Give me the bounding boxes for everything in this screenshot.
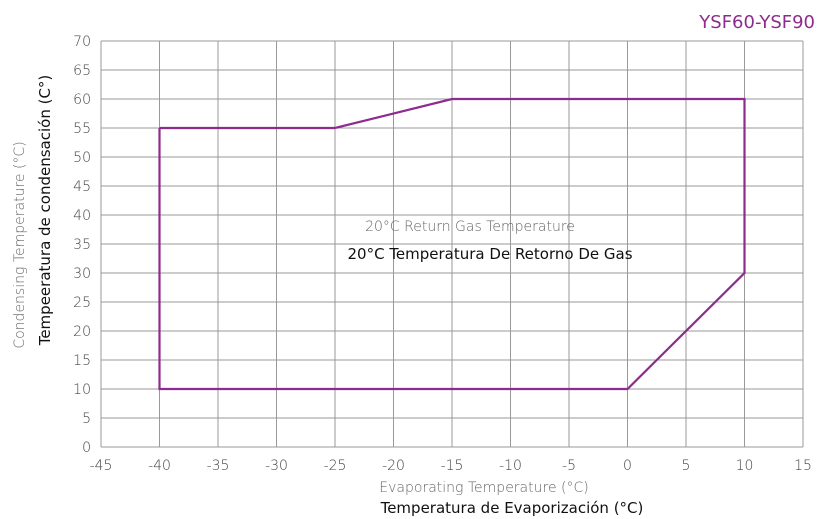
y-tick-label: 0 xyxy=(82,440,91,456)
envelope-line xyxy=(158,97,746,391)
x-tick-label: -20 xyxy=(382,458,405,474)
x-tick-label: 5 xyxy=(682,458,691,474)
y-tick-labels: 0 5 10 15 20 25 30 35 40 45 50 55 60 65 70 xyxy=(73,34,91,456)
y-tick-label: 55 xyxy=(73,121,91,137)
x-tick-label: -45 xyxy=(90,458,113,474)
annotation-en: 20°C Return Gas Temperature xyxy=(365,219,575,235)
grid xyxy=(100,40,804,448)
x-tick-label: -5 xyxy=(562,458,576,474)
y-tick-label: 60 xyxy=(73,92,91,108)
y-tick-label: 30 xyxy=(73,266,91,282)
y-axis-label-en: Condensing Temperature (°C) xyxy=(12,141,28,348)
x-tick-label: -35 xyxy=(207,458,230,474)
y-tick-label: 65 xyxy=(73,63,91,79)
y-axis-label-es: Tempeeratura de condensación (C°) xyxy=(36,75,54,347)
x-tick-label: 10 xyxy=(736,458,754,474)
x-tick-label: -40 xyxy=(148,458,171,474)
x-axis-label-es: Temperatura de Evaporización (°C) xyxy=(380,499,644,517)
x-tick-label: 15 xyxy=(794,458,812,474)
model-label: YSF60-YSF90 xyxy=(698,12,815,33)
y-tick-label: 70 xyxy=(73,34,91,50)
y-tick-label: 40 xyxy=(73,208,91,224)
x-tick-label: 0 xyxy=(623,458,632,474)
y-tick-label: 20 xyxy=(73,324,91,340)
y-tick-label: 45 xyxy=(73,179,91,195)
y-tick-label: 25 xyxy=(73,295,91,311)
annotation-es: 20°C Temperatura De Retorno De Gas xyxy=(347,245,632,263)
x-tick-label: -30 xyxy=(265,458,288,474)
x-axis-label-en: Evaporating Temperature (°C) xyxy=(379,480,588,496)
x-tick-label: -25 xyxy=(324,458,347,474)
x-tick-labels: -45 -40 -35 -30 -25 -20 -15 -10 -5 0 5 10 15 xyxy=(90,458,812,474)
x-tick-label: -15 xyxy=(441,458,464,474)
series-layer xyxy=(158,97,746,391)
y-tick-label: 50 xyxy=(73,150,91,166)
y-tick-label: 15 xyxy=(73,353,91,369)
y-tick-label: 35 xyxy=(73,237,91,253)
y-tick-label: 5 xyxy=(82,411,91,427)
y-tick-label: 10 xyxy=(73,382,91,398)
x-tick-label: -10 xyxy=(499,458,522,474)
